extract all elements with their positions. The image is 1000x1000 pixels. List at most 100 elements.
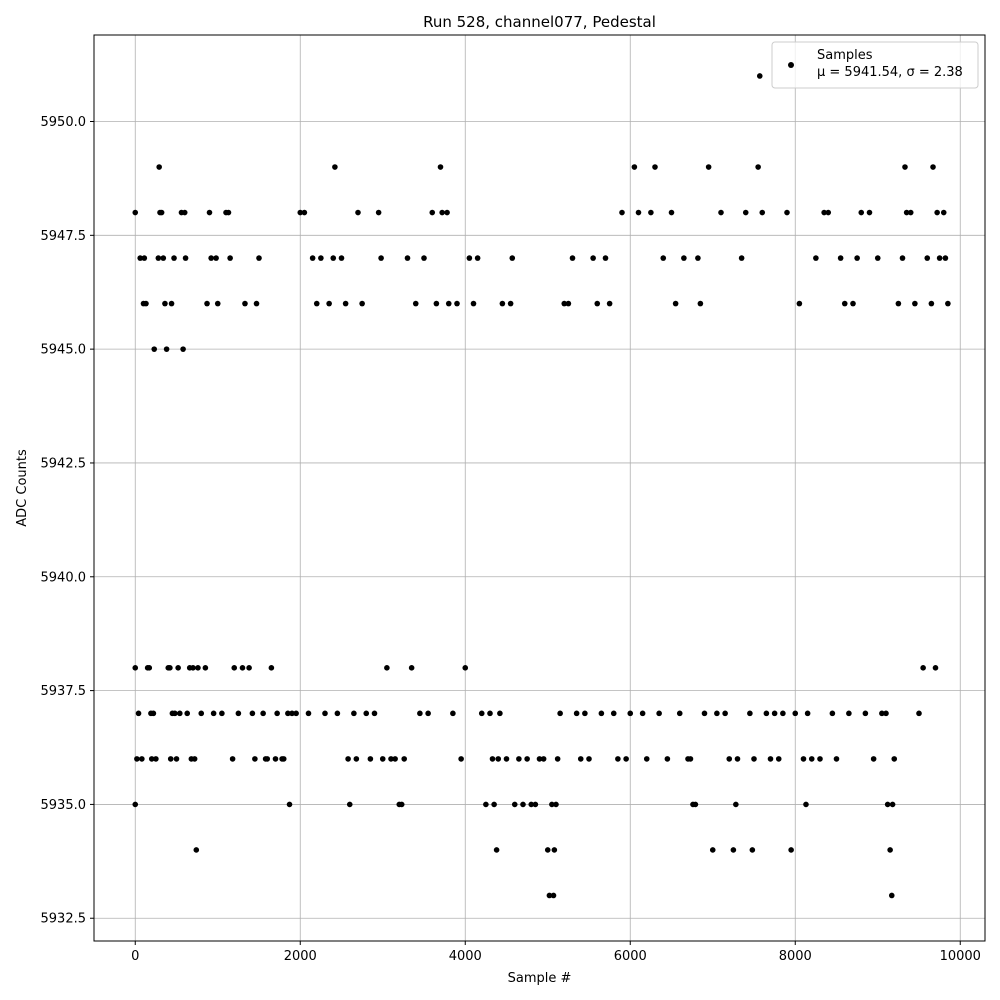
data-point bbox=[227, 255, 233, 261]
data-point bbox=[489, 756, 496, 762]
data-point bbox=[858, 209, 865, 216]
data-point bbox=[289, 710, 295, 717]
data-point bbox=[701, 710, 708, 717]
data-point bbox=[577, 756, 584, 762]
data-point bbox=[338, 255, 345, 261]
data-point bbox=[182, 255, 189, 261]
data-point bbox=[648, 209, 654, 216]
data-point bbox=[346, 801, 353, 808]
data-point bbox=[668, 209, 675, 216]
data-point bbox=[627, 710, 634, 717]
data-point bbox=[557, 710, 563, 717]
data-point bbox=[330, 255, 337, 261]
data-point bbox=[681, 255, 687, 261]
data-point bbox=[252, 756, 258, 762]
data-point bbox=[726, 756, 733, 762]
data-point bbox=[429, 209, 436, 216]
data-point bbox=[305, 710, 312, 717]
data-point bbox=[497, 710, 503, 717]
data-point bbox=[495, 756, 502, 762]
x-axis-ticks: 0 2000 4000 6000 8000 10000 bbox=[131, 941, 981, 964]
legend-box bbox=[771, 41, 979, 89]
data-point bbox=[511, 801, 518, 808]
data-point bbox=[398, 801, 405, 808]
data-point bbox=[788, 847, 794, 853]
data-point bbox=[936, 255, 943, 261]
data-point bbox=[158, 209, 165, 216]
data-point bbox=[210, 710, 217, 717]
y-tick-label: 5947.5 bbox=[41, 229, 87, 244]
data-point bbox=[466, 255, 473, 261]
y-tick-label: 5950.0 bbox=[41, 115, 87, 130]
gridlines bbox=[94, 35, 985, 941]
chart-title: Run 528, channel077, Pedestal bbox=[423, 13, 656, 31]
data-point bbox=[458, 756, 464, 762]
data-point bbox=[540, 756, 547, 762]
data-point bbox=[610, 710, 617, 717]
data-point bbox=[367, 756, 374, 762]
data-point bbox=[150, 710, 157, 717]
data-point bbox=[219, 710, 225, 717]
data-point bbox=[800, 756, 807, 762]
data-point bbox=[206, 209, 213, 216]
data-point bbox=[755, 164, 761, 170]
data-point bbox=[151, 346, 158, 352]
data-point bbox=[899, 255, 906, 261]
data-point bbox=[478, 710, 485, 717]
x-tick-label: 4000 bbox=[449, 949, 482, 964]
data-point bbox=[524, 756, 530, 762]
data-point bbox=[342, 300, 349, 307]
data-point bbox=[141, 255, 148, 261]
data-point bbox=[499, 300, 506, 307]
data-point bbox=[334, 710, 341, 717]
data-point bbox=[175, 665, 181, 671]
y-axis-ticks: 5932.5 5935.0 5937.5 5940.0 5942.5 5945.0 5947… bbox=[41, 115, 94, 927]
data-point bbox=[439, 209, 445, 216]
data-point bbox=[249, 710, 256, 717]
data-point bbox=[483, 801, 489, 808]
data-point bbox=[421, 255, 427, 261]
data-point bbox=[190, 665, 196, 671]
data-point bbox=[132, 665, 139, 671]
data-point bbox=[771, 710, 778, 717]
data-point bbox=[792, 710, 799, 717]
data-point bbox=[687, 756, 694, 762]
data-point bbox=[734, 756, 741, 762]
y-tick-label: 5942.5 bbox=[41, 456, 87, 471]
data-point bbox=[903, 209, 910, 216]
data-point bbox=[363, 710, 370, 717]
data-point bbox=[664, 756, 671, 762]
data-point bbox=[549, 801, 555, 808]
data-point bbox=[507, 300, 514, 307]
data-point bbox=[934, 209, 940, 216]
data-point bbox=[162, 300, 168, 307]
data-point bbox=[437, 164, 444, 170]
data-point bbox=[907, 209, 914, 216]
plot-frame bbox=[93, 34, 986, 942]
data-point bbox=[493, 847, 500, 853]
data-point bbox=[177, 710, 183, 717]
data-point bbox=[718, 209, 724, 216]
data-point bbox=[454, 300, 460, 307]
data-point bbox=[301, 209, 308, 216]
data-point bbox=[433, 300, 440, 307]
data-point bbox=[139, 756, 145, 762]
data-point bbox=[550, 892, 557, 899]
data-point bbox=[184, 710, 191, 717]
data-point bbox=[756, 73, 763, 79]
data-point bbox=[722, 710, 728, 717]
data-point bbox=[379, 756, 386, 762]
data-point bbox=[168, 300, 175, 307]
data-point bbox=[137, 255, 143, 261]
data-point bbox=[297, 209, 304, 216]
data-point bbox=[639, 710, 646, 717]
data-point bbox=[643, 756, 650, 762]
data-point bbox=[132, 209, 139, 216]
legend-series-name: Samples bbox=[817, 48, 873, 63]
data-point bbox=[586, 756, 592, 762]
y-tick-label: 5937.5 bbox=[41, 684, 87, 699]
data-point bbox=[198, 710, 205, 717]
data-point bbox=[884, 801, 891, 808]
data-point bbox=[213, 255, 219, 261]
data-point bbox=[214, 300, 221, 307]
